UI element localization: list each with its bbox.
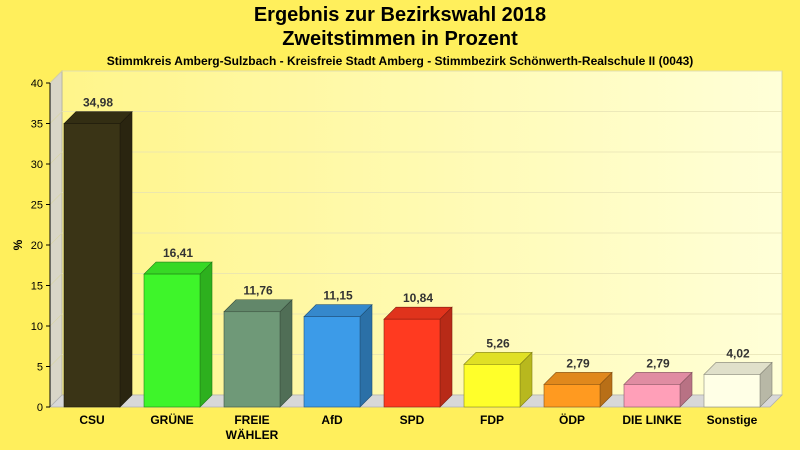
bar-top [703,362,773,375]
bar-top [383,306,453,320]
gridline-side [49,192,63,205]
bar-spd [383,306,453,408]
x-tick-label: FDP [480,413,504,427]
y-tick-label: 0 [37,402,43,414]
data-label: 4,02 [726,346,750,360]
y-tick-label: 20 [31,240,43,252]
bar-grüne [143,261,213,408]
y-tick-label: 40 [31,78,43,90]
bar-top [223,299,293,313]
data-label: 11,15 [323,289,353,303]
bar-csu [63,110,133,408]
y-tick-label: 10 [31,321,43,333]
bar-front [63,123,121,408]
bar-ödp [543,371,613,408]
bar-front [143,273,201,408]
data-label: 2,79 [646,356,670,370]
bar-top [63,111,133,124]
x-tick-label: CSU [79,413,104,427]
y-tick-label: 25 [31,200,43,212]
gridline-side [49,232,63,246]
bar-front [543,384,601,408]
y-tick-label: 30 [31,159,43,171]
gridline-side [49,151,63,165]
gridline-side [49,111,63,124]
bar-top [303,304,373,317]
data-label: 34,98 [83,96,113,110]
data-label: 16,41 [163,246,193,260]
bar-top [463,352,533,365]
bar-front [623,384,681,408]
x-tick-label: GRÜNE [150,412,193,427]
bar-front [383,318,441,408]
y-tick-label: 35 [31,119,43,131]
chart-title: Ergebnis zur Bezirkswahl 2018 [253,4,547,26]
gridline-side [49,313,63,327]
y-axis-label: % [11,239,25,250]
data-label: 10,84 [403,291,433,305]
bar-side [439,306,453,408]
bar-sonstige [703,361,773,408]
bar-die-linke [623,371,693,408]
bar-front [223,311,281,408]
bar-side [119,110,133,408]
bar-top [143,261,213,275]
chart-title-line2: Zweitstimmen in Prozent [282,28,518,50]
gridline-side [49,70,63,84]
y-tick-label: 5 [37,362,43,374]
x-tick-label: WÄHLER [226,427,279,442]
data-label: 5,26 [486,336,510,350]
bar-freie-wähler [223,299,293,408]
bar-afd [303,303,373,408]
data-label: 2,79 [566,356,590,370]
x-tick-label: SPD [400,413,425,427]
gridline-side [49,273,63,286]
x-tick-label: DIE LINKE [622,413,681,427]
x-tick-label: Sonstige [707,413,758,427]
y-tick-label: 15 [31,281,43,293]
data-label: 11,76 [243,284,273,298]
bar-front [703,374,761,408]
bar-side [359,303,373,408]
x-tick-label: AfD [321,413,343,427]
x-tick-label: ÖDP [559,412,585,427]
bar-side [199,261,213,408]
chart-subtitle: Stimmkreis Amberg-Sulzbach - Kreisfreie … [106,54,694,68]
bar-top [543,372,613,385]
bar-front [463,364,521,408]
bar-top [623,372,693,385]
bar-front [303,316,361,408]
gridline-side [49,354,63,367]
bar-side [279,299,293,408]
x-tick-label: FREIE [234,413,269,427]
bar-fdp [463,351,533,408]
